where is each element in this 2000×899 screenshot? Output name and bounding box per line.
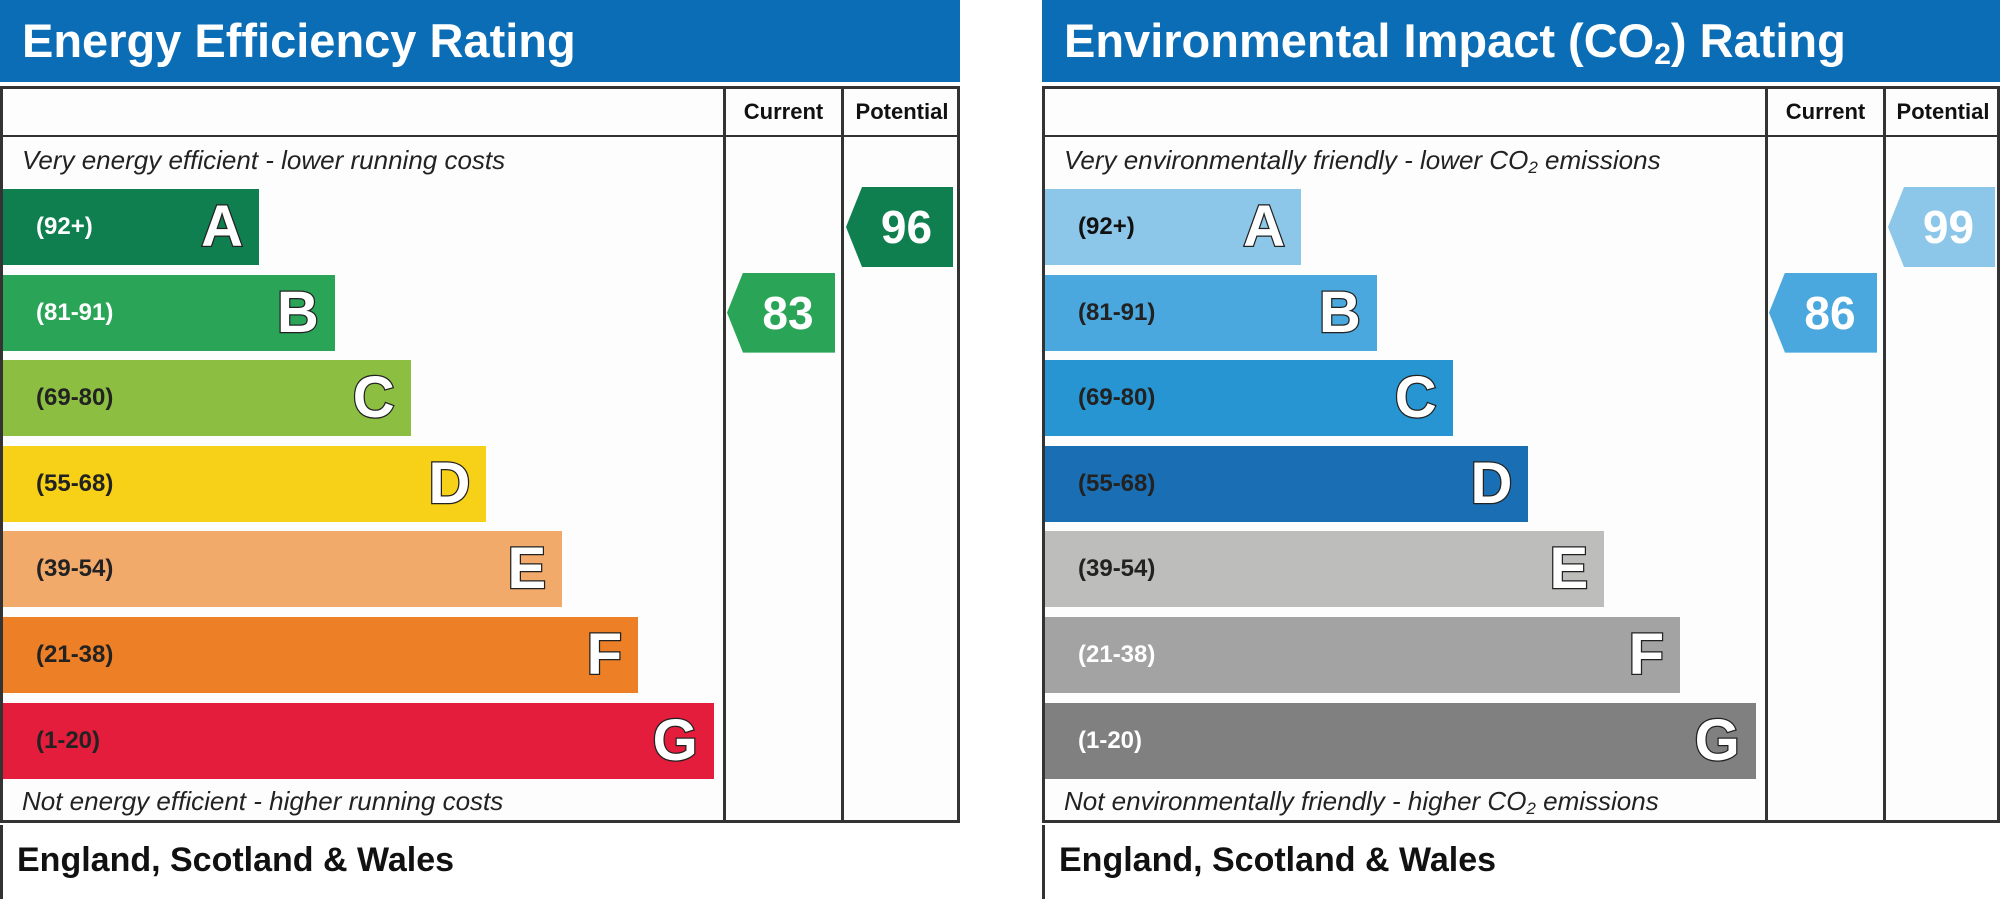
band-letter: C [351,364,395,432]
band-letter: B [1318,278,1362,346]
top-caption: Very energy efficient - lower running co… [22,145,506,175]
column-divider [841,89,844,820]
caption-prefix: Not environmentally friendly - higher CO [1064,786,1527,816]
environmental-impact-title: Environmental Impact (CO2) Rating [1042,0,2000,82]
column-divider [1883,89,1886,820]
band-f: (21-38) F [3,617,638,693]
band-letter: A [1242,193,1286,261]
current-column-header: Current [743,99,824,124]
band-b: (81-91) B [1045,274,1377,351]
band-g: (1-20) G [3,702,714,779]
band-range-label: (55-68) [1078,469,1156,497]
band-range-label: (69-80) [36,384,114,412]
potential-rating-value: 99 [1922,201,1975,253]
caption-subscript: 2 [1526,799,1536,818]
title-prefix: Environmental Impact (CO [1064,14,1655,67]
band-range-label: (1-20) [36,726,101,754]
band-f: (21-38) F [1045,617,1680,693]
column-divider [1765,89,1768,820]
caption-suffix: emissions [1535,786,1659,816]
title-suffix: ) Rating [1670,14,1846,67]
band-range-label: (1-20) [1078,726,1143,754]
header-divider [1045,135,1997,137]
caption-prefix: Very environmentally friendly - lower CO [1064,145,1529,175]
band-range-label: (81-91) [1078,298,1156,326]
band-b: (81-91) B [3,274,335,351]
band-range-label: (21-38) [36,641,114,668]
current-column-header: Current [1785,99,1866,124]
band-a: (92+) A [3,189,259,265]
band-g: (1-20) G [1045,702,1756,779]
bottom-caption: Not energy efficient - higher running co… [22,786,504,816]
band-letter: F [585,621,623,689]
potential-rating-score: 99 [1888,187,1995,267]
band-letter: E [1548,535,1589,603]
current-rating-score: 83 [727,272,835,353]
band-e: (39-54) E [3,531,563,608]
band-range-label: (55-68) [36,469,114,497]
caption-subscript: 2 [1528,158,1538,177]
energy-efficiency-chart-frame: Current Potential Very energy efficient … [0,86,960,823]
band-letter: B [276,278,320,346]
environmental-impact-chart-frame: Current Potential Very environmentally f… [1042,86,2000,823]
band-range-label: (39-54) [36,555,114,583]
band-range-label: (69-80) [1078,384,1156,412]
top-caption: Very environmentally friendly - lower CO… [1064,145,1661,176]
caption-suffix: emissions [1537,145,1661,175]
column-divider [723,89,726,820]
current-rating-value: 83 [762,286,814,339]
potential-rating-score: 96 [846,187,953,267]
band-letter: A [200,193,244,261]
band-range-label: (92+) [1078,213,1135,240]
band-d: (55-68) D [3,445,487,522]
band-a: (92+) A [1045,189,1301,265]
band-range-label: (21-38) [1078,641,1156,668]
band-d: (55-68) D [1045,445,1529,522]
band-letter: D [1469,450,1513,518]
band-range-label: (39-54) [1078,555,1156,583]
current-rating-value: 86 [1804,286,1856,339]
band-letter: C [1393,364,1437,432]
band-letter: F [1627,621,1665,689]
header-divider [3,135,957,137]
band-letter: G [651,706,699,774]
title-subscript: 2 [1654,38,1671,71]
region-footer: England, Scotland & Wales [0,825,680,899]
region-footer: England, Scotland & Wales [1042,825,1722,899]
band-e: (39-54) E [1045,531,1605,608]
potential-column-header: Potential [1896,99,1990,124]
potential-rating-value: 96 [880,201,933,253]
potential-column-header: Potential [855,99,949,124]
current-rating-score: 86 [1769,272,1877,353]
band-letter: G [1693,706,1741,774]
band-c: (69-80) C [1045,360,1453,437]
band-range-label: (81-91) [36,298,114,326]
bottom-caption: Not environmentally friendly - higher CO… [1064,786,1659,817]
energy-efficiency-title: Energy Efficiency Rating [0,0,960,82]
band-letter: D [427,450,471,518]
band-range-label: (92+) [36,213,93,240]
band-c: (69-80) C [3,360,411,437]
band-letter: E [506,535,547,603]
